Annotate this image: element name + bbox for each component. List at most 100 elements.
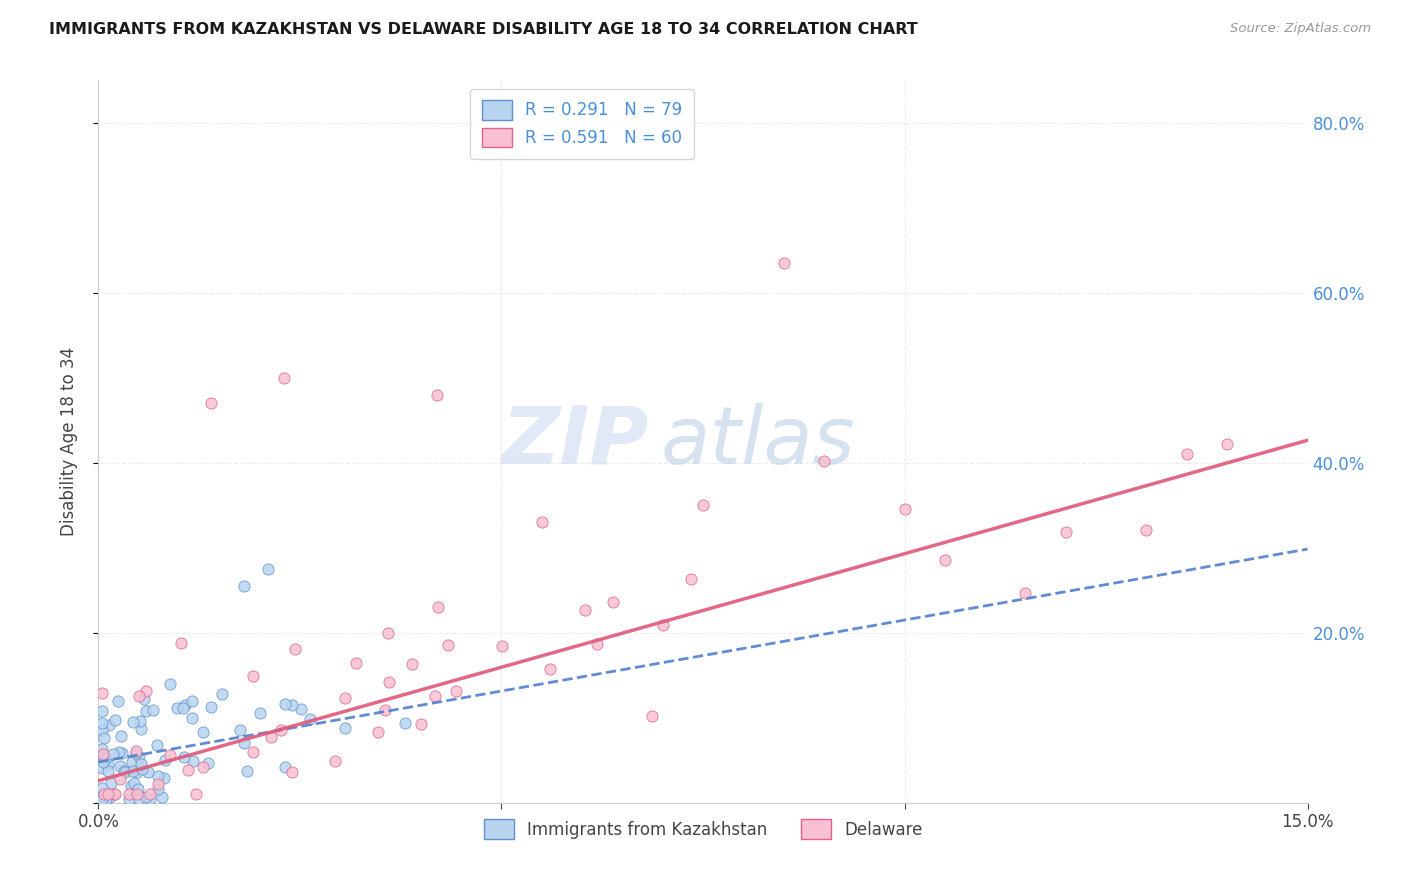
Point [128, 749, 150, 764]
Point [103, 747, 125, 761]
Point [423, 689, 446, 703]
Point [200, 700, 222, 714]
Point [91, 761, 114, 775]
Text: ZIP: ZIP [501, 402, 648, 481]
Point [229, 723, 252, 738]
Point [273, 759, 295, 773]
Point [91, 723, 114, 737]
Point [772, 256, 794, 270]
Point [172, 701, 194, 715]
Point [491, 639, 513, 653]
Point [444, 684, 467, 698]
Point [193, 760, 215, 774]
Point [270, 723, 292, 737]
Point [1216, 437, 1239, 451]
Point [374, 703, 396, 717]
Point [1175, 447, 1198, 461]
Point [110, 772, 132, 787]
Point [146, 781, 169, 796]
Point [117, 791, 139, 805]
Point [91, 789, 114, 803]
Point [692, 498, 714, 512]
Point [124, 744, 146, 758]
Point [211, 687, 233, 701]
Point [181, 754, 204, 768]
Point [103, 787, 125, 801]
Point [152, 771, 174, 785]
Point [91, 748, 114, 763]
Point [128, 791, 150, 805]
Point [426, 388, 449, 402]
Point [122, 714, 145, 729]
Point [200, 396, 222, 410]
Point [98, 790, 121, 805]
Point [166, 701, 188, 715]
Point [129, 722, 152, 736]
Point [299, 712, 322, 726]
Point [135, 684, 157, 698]
Point [110, 759, 132, 773]
Point [91, 686, 114, 700]
Point [174, 698, 197, 712]
Point [135, 790, 157, 805]
Point [602, 595, 624, 609]
Point [242, 669, 264, 683]
Point [641, 708, 664, 723]
Point [281, 764, 304, 779]
Point [93, 787, 115, 801]
Point [181, 694, 204, 708]
Point [120, 779, 142, 793]
Point [96, 751, 118, 765]
Point [107, 694, 129, 708]
Point [111, 746, 134, 760]
Point [249, 706, 271, 721]
Point [139, 791, 162, 805]
Point [96, 791, 118, 805]
Point [193, 725, 215, 739]
Point [538, 662, 561, 676]
Point [159, 748, 181, 763]
Text: atlas: atlas [661, 402, 855, 481]
Point [679, 573, 702, 587]
Point [153, 753, 176, 767]
Point [586, 637, 609, 651]
Point [273, 371, 295, 385]
Point [91, 716, 114, 731]
Point [129, 757, 152, 772]
Point [274, 697, 297, 711]
Text: Source: ZipAtlas.com: Source: ZipAtlas.com [1230, 22, 1371, 36]
Point [128, 714, 150, 728]
Y-axis label: Disability Age 18 to 34: Disability Age 18 to 34 [59, 347, 77, 536]
Point [122, 764, 145, 778]
Point [1014, 586, 1036, 600]
Point [232, 579, 254, 593]
Point [260, 730, 283, 744]
Point [574, 602, 596, 616]
Point [333, 690, 356, 705]
Point [108, 745, 131, 759]
Point [173, 749, 195, 764]
Point [651, 617, 673, 632]
Point [170, 636, 193, 650]
Text: IMMIGRANTS FROM KAZAKHSTAN VS DELAWARE DISABILITY AGE 18 TO 34 CORRELATION CHART: IMMIGRANTS FROM KAZAKHSTAN VS DELAWARE D… [49, 22, 918, 37]
Point [103, 714, 125, 728]
Point [290, 701, 312, 715]
Point [98, 718, 121, 732]
Point [150, 790, 173, 805]
Point [97, 764, 120, 779]
Point [127, 765, 149, 780]
Point [91, 705, 114, 719]
Point [284, 641, 307, 656]
Point [893, 502, 915, 516]
Point [281, 698, 304, 712]
Point [135, 704, 157, 718]
Point [437, 638, 460, 652]
Point [236, 764, 259, 778]
Point [142, 703, 165, 717]
Point [344, 656, 367, 670]
Point [121, 755, 143, 769]
Point [145, 738, 167, 752]
Point [333, 721, 356, 735]
Point [104, 787, 127, 801]
Point [242, 746, 264, 760]
